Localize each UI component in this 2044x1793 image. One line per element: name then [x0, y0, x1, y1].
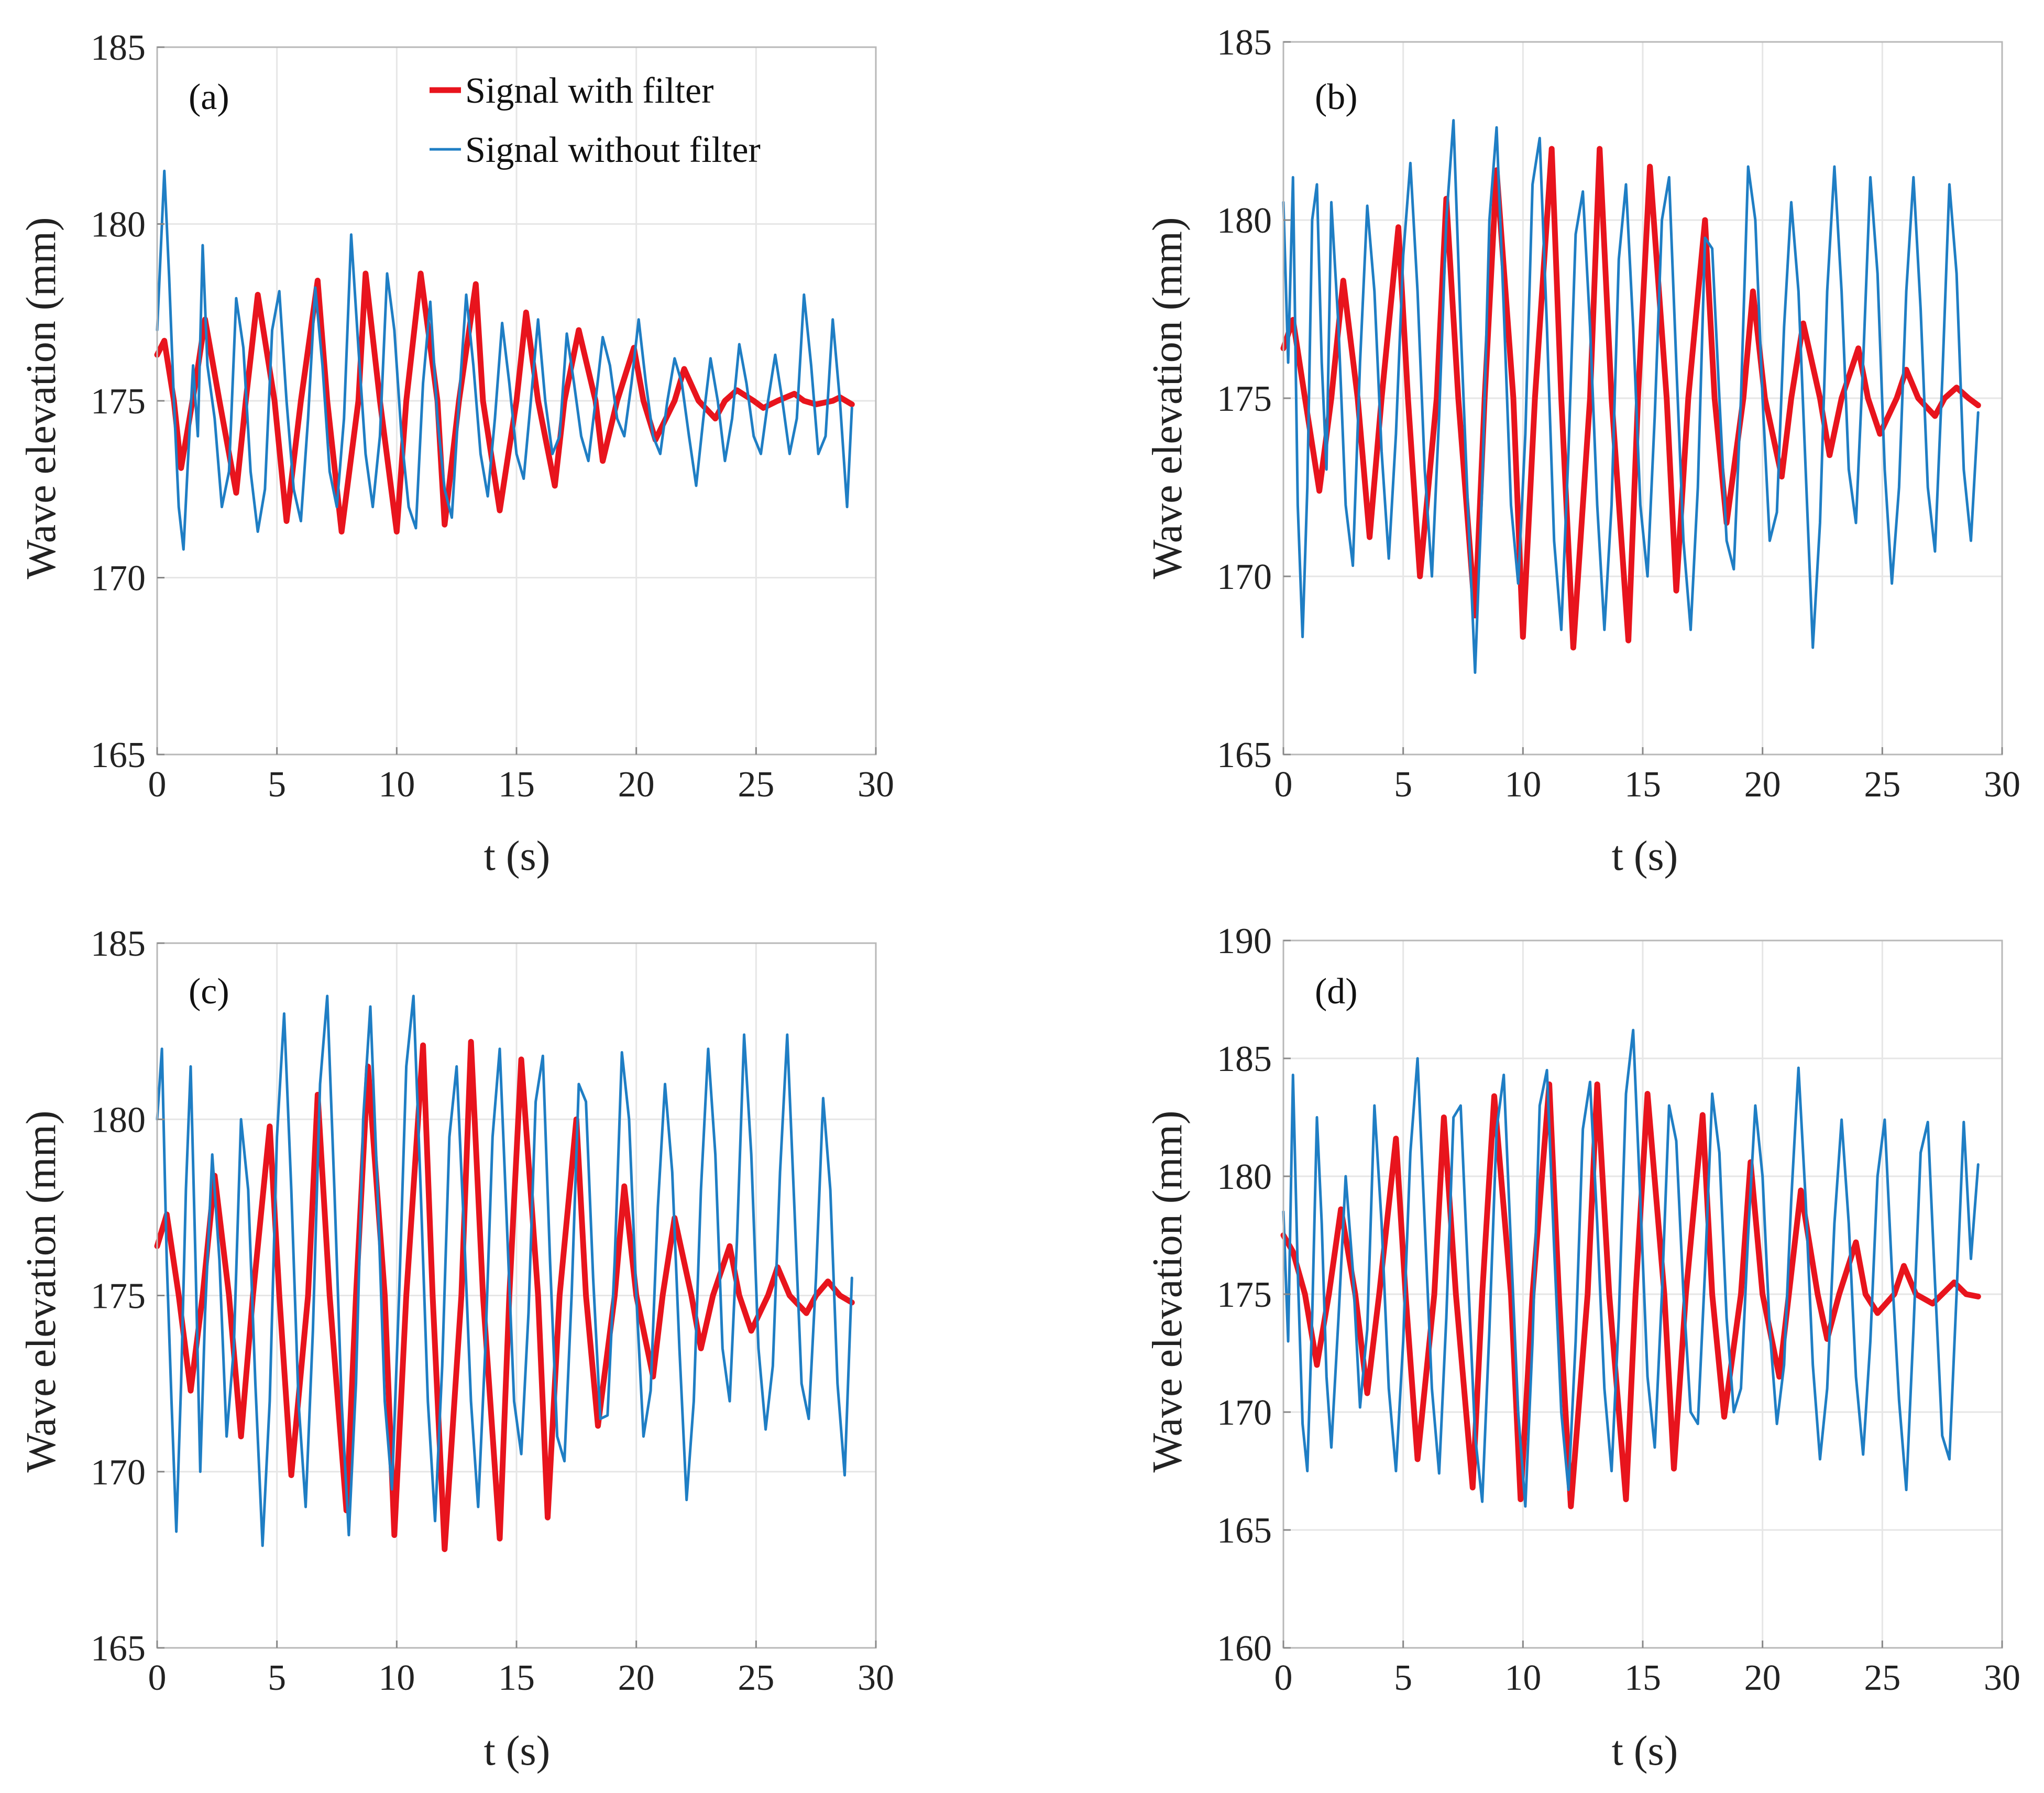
x-tick-label: 15 — [1624, 1658, 1661, 1698]
y-tick-label: 165 — [1217, 735, 1272, 775]
series-line-unfiltered — [156, 169, 853, 551]
x-tick-label: 10 — [378, 1658, 415, 1698]
legend: Signal with filter Signal without filter — [430, 71, 761, 170]
y-tick-label: 180 — [1217, 1157, 1272, 1197]
x-tick-label: 20 — [618, 1658, 655, 1698]
x-tick-label: 30 — [858, 1658, 894, 1698]
y-tick-label: 185 — [1217, 1039, 1272, 1079]
y-axis-title: Wave elevation (mm) — [18, 1110, 64, 1472]
x-axis-title: t (s) — [1612, 833, 1678, 879]
series-line-unfiltered — [1282, 119, 1980, 674]
series-line-filtered — [1280, 1081, 1981, 1510]
panel-b: 0 5 10 15 20 25 30 165 170 175 180 185 (b) t (s) Wa… — [1145, 23, 2020, 879]
panel-label: (a) — [189, 77, 229, 117]
x-tick-label: 10 — [1504, 1658, 1541, 1698]
x-tick-label: 20 — [1744, 1658, 1781, 1698]
legend-label-unfiltered: Signal without filter — [465, 130, 761, 170]
y-tick-label: 165 — [91, 1628, 146, 1669]
x-tick-label: 15 — [498, 764, 535, 805]
y-tick-label: 180 — [91, 205, 146, 245]
y-tick-label: 175 — [1217, 1275, 1272, 1315]
x-tick-label: 15 — [1624, 764, 1661, 805]
x-tick-label: 30 — [1984, 764, 2020, 805]
x-tick-label: 30 — [1984, 1658, 2020, 1698]
x-tick-label: 25 — [1864, 1658, 1900, 1698]
series-line-filtered — [154, 270, 855, 535]
x-axis-title: t (s) — [1612, 1728, 1678, 1774]
series-line-unfiltered — [156, 994, 853, 1547]
panel-label: (c) — [189, 971, 229, 1012]
y-tick-label: 180 — [91, 1100, 146, 1140]
series-line-filtered — [1280, 146, 1981, 651]
x-tick-label: 5 — [1394, 1658, 1412, 1698]
y-tick-label: 165 — [1217, 1511, 1272, 1551]
y-tick-label: 180 — [1217, 201, 1272, 241]
y-tick-label: 175 — [91, 1276, 146, 1317]
x-tick-label: 20 — [618, 764, 655, 805]
panel-label: (d) — [1315, 971, 1358, 1012]
series-line-filtered — [154, 1038, 855, 1553]
x-tick-label: 5 — [1394, 764, 1412, 805]
x-tick-label: 25 — [1864, 764, 1900, 805]
y-tick-label: 170 — [91, 559, 146, 599]
x-axis-title: t (s) — [484, 833, 551, 879]
x-tick-label: 0 — [1274, 764, 1293, 805]
plot-area: 0 5 10 15 20 25 30 165 170 175 180 185 — [91, 924, 894, 1698]
y-tick-label: 190 — [1217, 921, 1272, 961]
y-tick-label: 170 — [91, 1452, 146, 1493]
y-tick-label: 160 — [1217, 1628, 1272, 1669]
y-axis-title: Wave elevation (mm) — [18, 217, 64, 579]
y-tick-label: 165 — [91, 735, 146, 775]
x-tick-label: 10 — [378, 764, 415, 805]
panel-a: 0 5 10 15 20 25 30 165 170 175 180 185 (a) t (s) Wa… — [18, 28, 894, 879]
x-tick-label: 0 — [148, 764, 167, 805]
x-tick-label: 0 — [1274, 1658, 1293, 1698]
y-tick-label: 185 — [91, 28, 146, 68]
x-axis-title: t (s) — [484, 1728, 551, 1774]
legend-label-filtered: Signal with filter — [465, 71, 713, 111]
y-tick-label: 170 — [1217, 1393, 1272, 1433]
y-tick-label: 185 — [1217, 23, 1272, 63]
y-tick-label: 185 — [91, 924, 146, 964]
y-tick-label: 175 — [1217, 379, 1272, 419]
x-tick-label: 25 — [738, 764, 774, 805]
y-axis-title: Wave elevation (mm) — [1145, 1110, 1191, 1472]
x-tick-label: 15 — [498, 1658, 535, 1698]
x-tick-label: 0 — [148, 1658, 167, 1698]
panel-c: 0 5 10 15 20 25 30 165 170 175 180 185 (c) t (s) Wa… — [18, 924, 894, 1774]
plot-area: 0 5 10 15 20 25 30 165 170 175 180 185 — [1217, 23, 2020, 805]
panel-label: (b) — [1315, 77, 1358, 117]
x-tick-label: 10 — [1504, 764, 1541, 805]
x-tick-label: 25 — [738, 1658, 774, 1698]
panel-d: 0 5 10 15 20 25 30 160 165 170 175 180 185 190 (d) t … — [1145, 921, 2020, 1774]
x-tick-label: 20 — [1744, 764, 1781, 805]
x-tick-label: 5 — [268, 1658, 286, 1698]
y-tick-label: 175 — [91, 381, 146, 422]
series-line-unfiltered — [1282, 1029, 1980, 1508]
x-tick-label: 5 — [268, 764, 286, 805]
y-tick-label: 170 — [1217, 557, 1272, 597]
y-axis-title: Wave elevation (mm) — [1145, 217, 1191, 579]
plot-area: 0 5 10 15 20 25 30 165 170 175 180 185 — [91, 28, 894, 805]
x-tick-label: 30 — [858, 764, 894, 805]
plot-area: 0 5 10 15 20 25 30 160 165 170 175 180 185 190 — [1217, 921, 2020, 1698]
